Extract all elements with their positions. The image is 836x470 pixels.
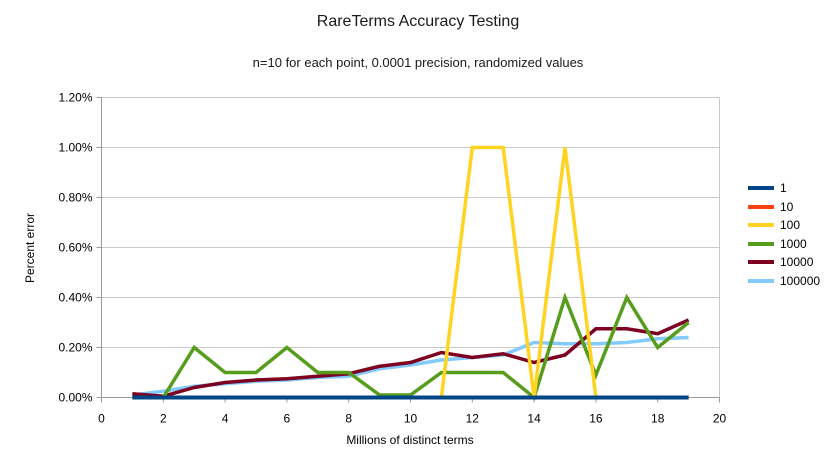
legend-swatch (748, 186, 774, 191)
x-tick-label: 20 (713, 412, 727, 426)
legend-label: 100000 (780, 273, 821, 288)
series-line-10000 (132, 318, 690, 399)
legend-label: 1000 (780, 236, 807, 251)
legend-item-100: 100 (748, 216, 820, 235)
legend-swatch (748, 204, 774, 209)
x-tick-label: 0 (98, 412, 105, 426)
legend-swatch (748, 260, 774, 265)
legend-item-10000: 10000 (748, 253, 820, 272)
x-tick-label: 14 (527, 412, 541, 426)
y-tick-label: 0.60% (58, 241, 92, 255)
y-tick-label: 1.00% (58, 141, 92, 155)
legend-label: 10000 (780, 255, 814, 270)
legend-item-10: 10 (748, 198, 820, 217)
legend-swatch (748, 278, 774, 283)
x-tick-label: 16 (589, 412, 603, 426)
legend-label: 100 (780, 218, 801, 233)
series-line-100 (132, 145, 689, 400)
chart-title: RareTerms Accuracy Testing (316, 13, 520, 30)
y-tick-label: 0.20% (58, 341, 92, 355)
legend-item-1000: 1000 (748, 235, 820, 254)
x-tick-label: 18 (651, 412, 665, 426)
x-tick-label: 6 (284, 412, 291, 426)
y-tick-label: 0.00% (58, 391, 92, 405)
y-tick-label: 1.20% (58, 91, 92, 105)
legend-swatch (748, 223, 774, 228)
x-tick-label: 10 (404, 412, 418, 426)
x-tick-label: 2 (160, 412, 167, 426)
y-tick-label: 0.40% (58, 291, 92, 305)
legend-swatch (748, 241, 774, 246)
legend-label: 10 (780, 199, 794, 214)
series-line-1000 (132, 292, 690, 401)
y-tick-label: 0.80% (58, 191, 92, 205)
legend-item-100000: 100000 (748, 272, 820, 291)
x-tick-label: 12 (466, 412, 480, 426)
legend-label: 1 (780, 181, 787, 196)
x-tick-label: 4 (222, 412, 229, 426)
legend: 1 10 100 1000 10000 100000 (748, 179, 820, 290)
x-axis-title: Millions of distinct terms (346, 433, 474, 447)
chart-subtitle: n=10 for each point, 0.0001 precision, r… (252, 55, 584, 70)
legend-item-1: 1 (748, 179, 820, 198)
x-tick-label: 8 (345, 412, 352, 426)
